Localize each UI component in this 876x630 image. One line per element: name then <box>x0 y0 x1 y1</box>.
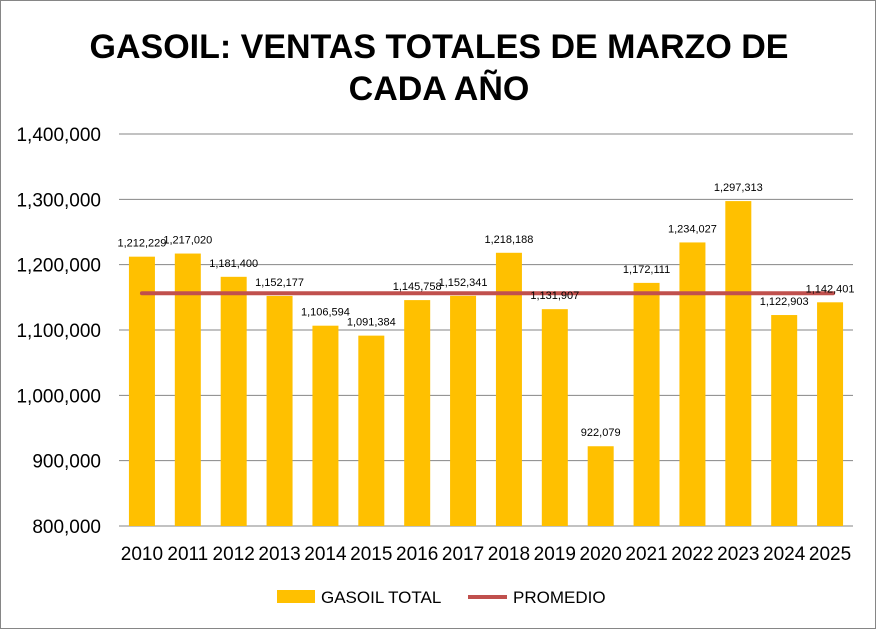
bar-2016 <box>404 300 431 526</box>
legend-label-promedio: PROMEDIO <box>513 588 606 607</box>
bar-2024 <box>771 315 798 526</box>
x-tick-label: 2016 <box>396 544 438 565</box>
x-tick-label: 2018 <box>488 544 530 565</box>
data-label-2018: 1,218,188 <box>484 234 533 246</box>
y-tick-label: 1,300,000 <box>16 190 101 211</box>
legend-swatch-gasoil-total <box>277 590 315 603</box>
x-tick-label: 2017 <box>442 544 484 565</box>
bar-2022 <box>679 242 706 526</box>
x-tick-label: 2019 <box>534 544 576 565</box>
bar-2018 <box>495 252 522 526</box>
x-tick-label: 2015 <box>350 544 392 565</box>
bar-2011 <box>174 253 201 526</box>
bar-2014 <box>312 325 339 526</box>
x-tick-label: 2020 <box>580 544 622 565</box>
data-label-2014: 1,106,594 <box>301 307 350 319</box>
x-tick-label: 2011 <box>167 544 208 565</box>
data-label-2015: 1,091,384 <box>347 317 396 329</box>
bar-2020 <box>587 446 614 526</box>
x-tick-label: 2023 <box>717 544 759 565</box>
bar-2012 <box>220 276 247 526</box>
bar-2025 <box>817 302 844 526</box>
y-tick-label: 1,100,000 <box>16 321 101 342</box>
bar-2010 <box>128 256 155 526</box>
y-tick-label: 1,000,000 <box>16 386 101 407</box>
data-label-2023: 1,297,313 <box>714 182 763 194</box>
data-label-2013: 1,152,177 <box>255 277 304 289</box>
bar-2017 <box>450 295 477 526</box>
y-tick-label: 900,000 <box>32 452 101 473</box>
x-tick-label: 2022 <box>671 544 713 565</box>
data-label-2012: 1,181,400 <box>209 258 258 270</box>
y-tick-label: 800,000 <box>32 517 101 538</box>
x-tick-label: 2013 <box>258 544 300 565</box>
x-tick-label: 2024 <box>763 544 806 565</box>
chart-title-line-2: CADA AÑO <box>349 70 530 108</box>
bar-2023 <box>725 201 752 526</box>
legend-label-gasoil-total: GASOIL TOTAL <box>321 588 441 607</box>
x-tick-label: 2021 <box>625 544 667 565</box>
bar-2015 <box>358 335 385 526</box>
data-label-2025: 1,142,401 <box>806 283 855 295</box>
data-label-2022: 1,234,027 <box>668 223 717 235</box>
bar-2019 <box>541 309 568 526</box>
data-label-2024: 1,122,903 <box>760 296 809 308</box>
data-label-2021: 1,172,111 <box>623 264 670 276</box>
y-tick-label: 1,400,000 <box>16 125 101 146</box>
data-label-2010: 1,212,229 <box>117 238 166 250</box>
data-label-2020: 922,079 <box>581 427 621 439</box>
x-tick-label: 2012 <box>213 544 255 565</box>
chart-title-line-1: GASOIL: VENTAS TOTALES DE MARZO DE <box>90 28 789 66</box>
x-tick-label: 2014 <box>304 544 347 565</box>
x-tick-label: 2010 <box>121 544 163 565</box>
data-label-2019: 1,131,907 <box>530 290 579 302</box>
bar-2013 <box>266 295 293 526</box>
bar-2021 <box>633 282 660 526</box>
data-label-2017: 1,152,341 <box>439 277 488 289</box>
legend: GASOIL TOTAL PROMEDIO <box>277 588 606 607</box>
data-label-2016: 1,145,758 <box>393 281 442 293</box>
x-tick-label: 2025 <box>809 544 851 565</box>
y-tick-label: 1,200,000 <box>16 256 101 277</box>
data-label-2011: 1,217,020 <box>163 235 212 247</box>
